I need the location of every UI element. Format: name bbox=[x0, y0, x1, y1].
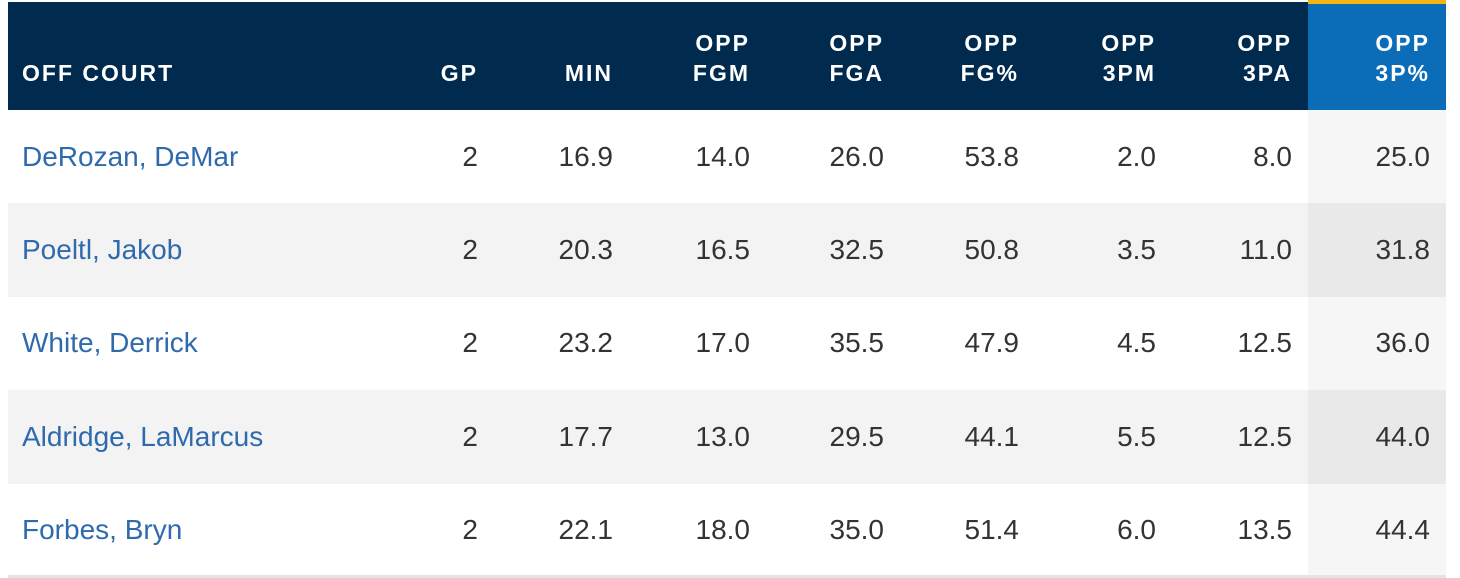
cell-opp-fga: 32.5 bbox=[829, 234, 885, 266]
cell-opp-fga: 26.0 bbox=[829, 140, 885, 172]
column-header-label-top: OPP bbox=[1237, 30, 1292, 56]
cell-opp-fga: 29.5 bbox=[829, 420, 885, 452]
cell-opp-3pm: 4.5 bbox=[1117, 327, 1156, 359]
cell-opp-fgm: 13.0 bbox=[695, 420, 751, 452]
cell-opp-fga: 35.5 bbox=[829, 327, 885, 359]
player-link[interactable]: DeRozan, DeMar bbox=[22, 140, 239, 172]
cell-opp-3pm: 3.5 bbox=[1117, 234, 1156, 266]
cell-min: 20.3 bbox=[558, 234, 614, 266]
table-row: Forbes, Bryn 2 22.1 18.0 35.0 51.4 6.0 1… bbox=[8, 483, 1446, 577]
cell-opp-3pa: 11.0 bbox=[1239, 234, 1292, 266]
column-header-opp-3pa[interactable]: OPP 3PA bbox=[1172, 2, 1308, 110]
column-header-opp-3p-pct-sorted[interactable]: OPP 3P% bbox=[1308, 0, 1446, 110]
cell-opp-3pm: 5.5 bbox=[1117, 420, 1156, 452]
cell-opp-fgm: 16.5 bbox=[695, 234, 751, 266]
column-header-opp-fg-pct[interactable]: OPP FG% bbox=[900, 2, 1035, 110]
cell-opp-3p-pct: 25.0 bbox=[1308, 110, 1446, 204]
table-bottom-border bbox=[8, 575, 1446, 578]
column-header-label: 3PA bbox=[1242, 60, 1292, 86]
cell-min: 23.2 bbox=[558, 327, 614, 359]
column-header-min[interactable]: MIN bbox=[494, 2, 629, 110]
column-header-gp[interactable]: GP bbox=[288, 2, 494, 110]
column-header-label-top: OPP bbox=[695, 30, 750, 56]
cell-opp-fgm: 18.0 bbox=[695, 514, 751, 546]
column-header-label: 3P% bbox=[1375, 60, 1430, 86]
player-link[interactable]: Forbes, Bryn bbox=[22, 514, 183, 546]
column-header-label-top: OPP bbox=[964, 30, 1019, 56]
column-header-label: FGM bbox=[692, 60, 750, 86]
stats-table-container: OFF COURT GP MIN OPP FGM OPP FGA OPP bbox=[8, 0, 1446, 578]
column-header-label: FGA bbox=[829, 60, 884, 86]
column-header-opp-3pm[interactable]: OPP 3PM bbox=[1035, 2, 1172, 110]
cell-opp-fg-pct: 47.9 bbox=[964, 327, 1020, 359]
column-header-label: GP bbox=[440, 60, 478, 86]
cell-gp: 2 bbox=[462, 420, 478, 452]
column-header-label: OFF COURT bbox=[22, 60, 175, 86]
player-link[interactable]: White, Derrick bbox=[22, 327, 198, 359]
cell-min: 16.9 bbox=[558, 140, 614, 172]
table-row: Poeltl, Jakob 2 20.3 16.5 32.5 50.8 3.5 … bbox=[8, 203, 1446, 297]
cell-opp-fg-pct: 51.4 bbox=[964, 514, 1020, 546]
cell-opp-3pa: 8.0 bbox=[1253, 140, 1292, 172]
cell-gp: 2 bbox=[462, 514, 478, 546]
cell-opp-3pm: 6.0 bbox=[1117, 514, 1156, 546]
cell-opp-fgm: 17.0 bbox=[695, 327, 751, 359]
cell-gp: 2 bbox=[462, 140, 478, 172]
table-row: White, Derrick 2 23.2 17.0 35.5 47.9 4.5… bbox=[8, 296, 1446, 391]
cell-opp-3p-pct: 44.0 bbox=[1308, 390, 1446, 484]
column-header-label: FG% bbox=[960, 60, 1019, 86]
column-header-label-top: OPP bbox=[1101, 30, 1156, 56]
cell-opp-3pa: 12.5 bbox=[1237, 420, 1293, 452]
cell-gp: 2 bbox=[462, 327, 478, 359]
column-header-opp-fgm[interactable]: OPP FGM bbox=[629, 2, 766, 110]
column-header-label: MIN bbox=[564, 60, 613, 86]
cell-opp-3p-pct: 36.0 bbox=[1308, 296, 1446, 391]
column-header-label-top: OPP bbox=[1375, 30, 1430, 56]
cell-opp-3p-pct: 44.4 bbox=[1308, 483, 1446, 577]
cell-min: 17.7 bbox=[558, 420, 614, 452]
column-header-off-court[interactable]: OFF COURT bbox=[8, 2, 288, 110]
cell-opp-3p-pct: 31.8 bbox=[1308, 203, 1446, 297]
column-header-opp-fga[interactable]: OPP FGA bbox=[766, 2, 900, 110]
cell-opp-fg-pct: 50.8 bbox=[964, 234, 1020, 266]
off-court-stats-table: OFF COURT GP MIN OPP FGM OPP FGA OPP bbox=[8, 0, 1446, 577]
cell-opp-fgm: 14.0 bbox=[695, 140, 751, 172]
cell-opp-3pa: 13.5 bbox=[1237, 514, 1293, 546]
cell-min: 22.1 bbox=[558, 514, 614, 546]
column-header-label-top: OPP bbox=[829, 30, 884, 56]
column-header-label: 3PM bbox=[1102, 60, 1156, 86]
cell-opp-3pa: 12.5 bbox=[1237, 327, 1293, 359]
cell-opp-fga: 35.0 bbox=[829, 514, 885, 546]
table-row: DeRozan, DeMar 2 16.9 14.0 26.0 53.8 2.0… bbox=[8, 110, 1446, 204]
cell-opp-fg-pct: 53.8 bbox=[964, 140, 1020, 172]
table-row: Aldridge, LaMarcus 2 17.7 13.0 29.5 44.1… bbox=[8, 390, 1446, 484]
player-link[interactable]: Aldridge, LaMarcus bbox=[22, 420, 264, 452]
table-header-row: OFF COURT GP MIN OPP FGM OPP FGA OPP bbox=[8, 0, 1446, 110]
cell-opp-3pm: 2.0 bbox=[1117, 140, 1156, 172]
player-link[interactable]: Poeltl, Jakob bbox=[22, 234, 183, 266]
cell-opp-fg-pct: 44.1 bbox=[964, 420, 1020, 452]
cell-gp: 2 bbox=[462, 234, 478, 266]
